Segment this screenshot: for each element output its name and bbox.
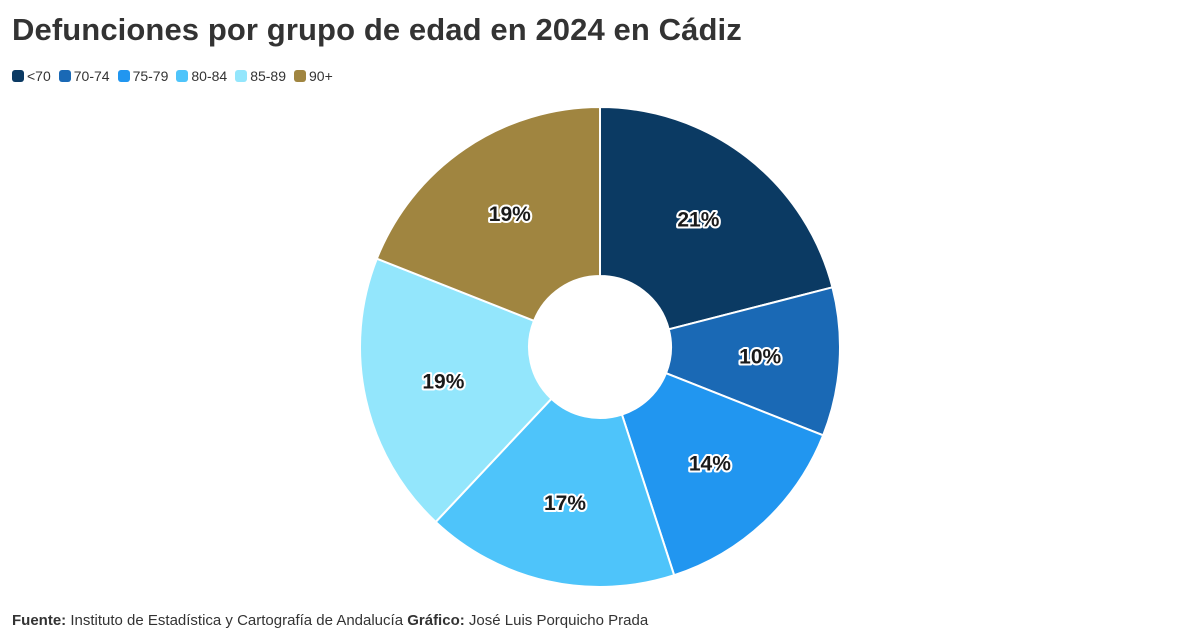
donut-slice	[375, 105, 601, 323]
donut-slice	[599, 105, 834, 331]
slice-data-label: 19%	[422, 371, 464, 394]
legend-label: 90+	[309, 68, 333, 84]
legend-label: 80-84	[191, 68, 228, 84]
legend-swatch	[117, 70, 130, 82]
slice-data-label: 17%	[544, 492, 586, 515]
slice-data-label: 10%	[739, 346, 781, 369]
chart-title: Defunciones por grupo de edad en 2024 en…	[12, 12, 742, 47]
source-label: Fuente:	[12, 612, 67, 629]
donut-slice	[664, 286, 841, 437]
legend-item: 75-79	[117, 68, 169, 84]
legend-item: 80-84	[176, 68, 227, 84]
source-text: Instituto de Estadística y Cartografía d…	[70, 612, 404, 629]
legend-swatch	[294, 70, 306, 82]
legend-label: 85-89	[250, 68, 286, 84]
donut-slice	[620, 371, 825, 577]
legend-swatch	[176, 70, 189, 82]
chart-legend: <70 70-74 75-79 80-84 85-89 90+	[12, 68, 341, 84]
legend-item: 70-74	[58, 68, 110, 84]
donut-slice	[359, 257, 553, 524]
legend-swatch	[12, 70, 24, 82]
legend-label: <70	[27, 68, 51, 84]
legend-item: 85-89	[235, 68, 286, 84]
legend-item: <70	[12, 68, 51, 84]
legend-label: 75-79	[132, 68, 169, 84]
graphic-label: Gráfico:	[407, 612, 465, 629]
slice-data-label: 14%	[689, 452, 731, 475]
graphic-author: José Luis Porquicho Prada	[468, 612, 649, 629]
donut-slice	[434, 397, 676, 588]
chart-footer: Fuente: Instituto de Estadística y Carto…	[12, 612, 648, 629]
legend-swatch	[58, 70, 71, 82]
legend-item: 90+	[294, 68, 333, 84]
slice-data-label: 21%	[677, 209, 719, 232]
legend-swatch	[235, 70, 248, 82]
slice-data-label: 19%	[489, 203, 531, 226]
legend-label: 70-74	[73, 68, 110, 84]
